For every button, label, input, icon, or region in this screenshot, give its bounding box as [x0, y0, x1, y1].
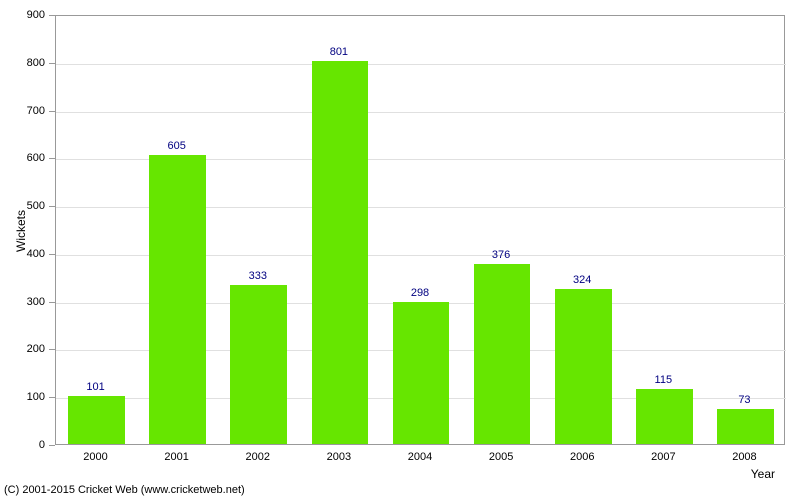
- bar: [68, 396, 125, 444]
- bar-value-label: 298: [411, 287, 429, 299]
- bar-value-label: 801: [330, 46, 348, 58]
- y-tick-label: 0: [0, 439, 45, 451]
- bar: [230, 285, 287, 444]
- y-tick: [49, 206, 55, 207]
- x-tick-label: 2008: [732, 451, 756, 463]
- chart-container: Wickets Year (C) 2001-2015 Cricket Web (…: [0, 0, 800, 500]
- y-tick: [49, 397, 55, 398]
- y-tick: [49, 349, 55, 350]
- y-gridline: [56, 64, 786, 65]
- bar-value-label: 324: [573, 274, 591, 286]
- bar-value-label: 73: [738, 394, 750, 406]
- y-tick-label: 300: [0, 296, 45, 308]
- y-gridline: [56, 112, 786, 113]
- bar: [717, 409, 774, 444]
- y-tick-label: 700: [0, 105, 45, 117]
- x-tick-label: 2006: [570, 451, 594, 463]
- bar: [474, 264, 531, 444]
- bar: [393, 302, 450, 444]
- y-tick: [49, 302, 55, 303]
- x-axis-label: Year: [751, 467, 775, 481]
- x-tick-label: 2001: [164, 451, 188, 463]
- x-tick-label: 2002: [246, 451, 270, 463]
- bar-value-label: 376: [492, 249, 510, 261]
- y-tick: [49, 254, 55, 255]
- y-tick-label: 100: [0, 391, 45, 403]
- bar-value-label: 115: [655, 374, 673, 386]
- copyright-text: (C) 2001-2015 Cricket Web (www.cricketwe…: [4, 484, 245, 496]
- y-tick-label: 500: [0, 200, 45, 212]
- bar: [636, 389, 693, 444]
- y-tick-label: 400: [0, 248, 45, 260]
- y-tick: [49, 15, 55, 16]
- y-tick: [49, 445, 55, 446]
- y-tick-label: 200: [0, 343, 45, 355]
- bar-value-label: 101: [86, 381, 104, 393]
- x-tick-label: 2003: [327, 451, 351, 463]
- plot-area: [55, 15, 785, 445]
- bar-value-label: 333: [249, 270, 267, 282]
- y-tick-label: 900: [0, 9, 45, 21]
- bar: [555, 289, 612, 444]
- y-tick-label: 800: [0, 57, 45, 69]
- bar-value-label: 605: [167, 140, 185, 152]
- x-tick-label: 2004: [408, 451, 432, 463]
- y-tick: [49, 111, 55, 112]
- y-axis-label: Wickets: [14, 210, 28, 252]
- bar: [312, 61, 369, 444]
- bar: [149, 155, 206, 444]
- y-tick-label: 600: [0, 152, 45, 164]
- x-tick-label: 2007: [651, 451, 675, 463]
- y-tick: [49, 158, 55, 159]
- y-tick: [49, 63, 55, 64]
- x-tick-label: 2000: [83, 451, 107, 463]
- x-tick-label: 2005: [489, 451, 513, 463]
